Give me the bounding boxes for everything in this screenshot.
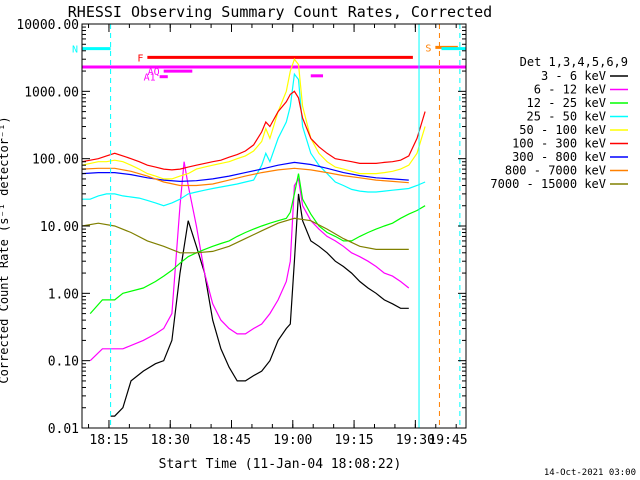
- series-line: [81, 217, 409, 254]
- flag-label: N: [72, 45, 78, 56]
- legend-label: 12 - 25 keV: [527, 96, 606, 110]
- x-tick-label: 18:15: [89, 433, 128, 448]
- series-line: [81, 90, 426, 171]
- series-lines: [81, 57, 426, 417]
- legend-label: 25 - 50 keV: [527, 110, 606, 124]
- footer-date: 14-Oct-2021 03:00: [544, 468, 636, 478]
- x-tick-label: 18:30: [151, 433, 190, 448]
- y-tick-label: 10.00: [40, 220, 79, 235]
- series-line: [81, 167, 409, 187]
- y-tick-label: 100.00: [32, 153, 79, 168]
- legend-label: 3 - 6 keV: [541, 69, 606, 83]
- series-line: [110, 193, 409, 417]
- legend-label: 7000 - 15000 keV: [490, 177, 606, 191]
- legend-label: 6 - 12 keV: [534, 83, 606, 97]
- x-axis-label: Start Time (11-Jan-04 18:08:22): [159, 457, 402, 472]
- x-tick-label: 19:45: [428, 433, 467, 448]
- y-tick-label: 10000.00: [16, 18, 79, 33]
- chart-title: RHESSI Observing Summary Count Rates, Co…: [68, 3, 492, 21]
- flag-label: F: [137, 53, 143, 64]
- y-axis-label: Corrected Count Rate (s⁻¹ detector⁻¹): [0, 116, 11, 383]
- plot-frame: [81, 23, 467, 429]
- y-tick-label: 1000.00: [24, 85, 79, 100]
- x-tick-label: 19:15: [334, 433, 373, 448]
- series-line: [81, 57, 426, 180]
- legend-label: 50 - 100 keV: [519, 123, 606, 137]
- legend-label: 100 - 300 keV: [512, 137, 606, 151]
- series-line: [89, 161, 410, 362]
- x-tick-label: 18:45: [212, 433, 251, 448]
- y-tick-label: 0.10: [48, 355, 79, 370]
- y-tick-label: 1.00: [48, 287, 79, 302]
- axis-ticks: 0.01 0.10 1.00 10.00 100.00 1000.00 10000.00 18…: [16, 18, 467, 448]
- legend-label: 300 - 800 keV: [512, 150, 606, 164]
- flag-label: S: [425, 43, 431, 54]
- series-line: [81, 161, 409, 183]
- flag-label: A1: [144, 73, 156, 84]
- series-line: [82, 72, 426, 207]
- flag-label: AQ: [148, 67, 160, 78]
- series-line: [89, 173, 426, 314]
- y-tick-label: 0.01: [48, 422, 79, 437]
- x-tick-label: 19:30: [396, 433, 435, 448]
- vertical-markers: [110, 24, 461, 428]
- x-tick-label: 19:00: [273, 433, 312, 448]
- legend-label: 800 - 7000 keV: [505, 164, 606, 178]
- legend-title: Det 1,3,4,5,6,9: [520, 55, 628, 69]
